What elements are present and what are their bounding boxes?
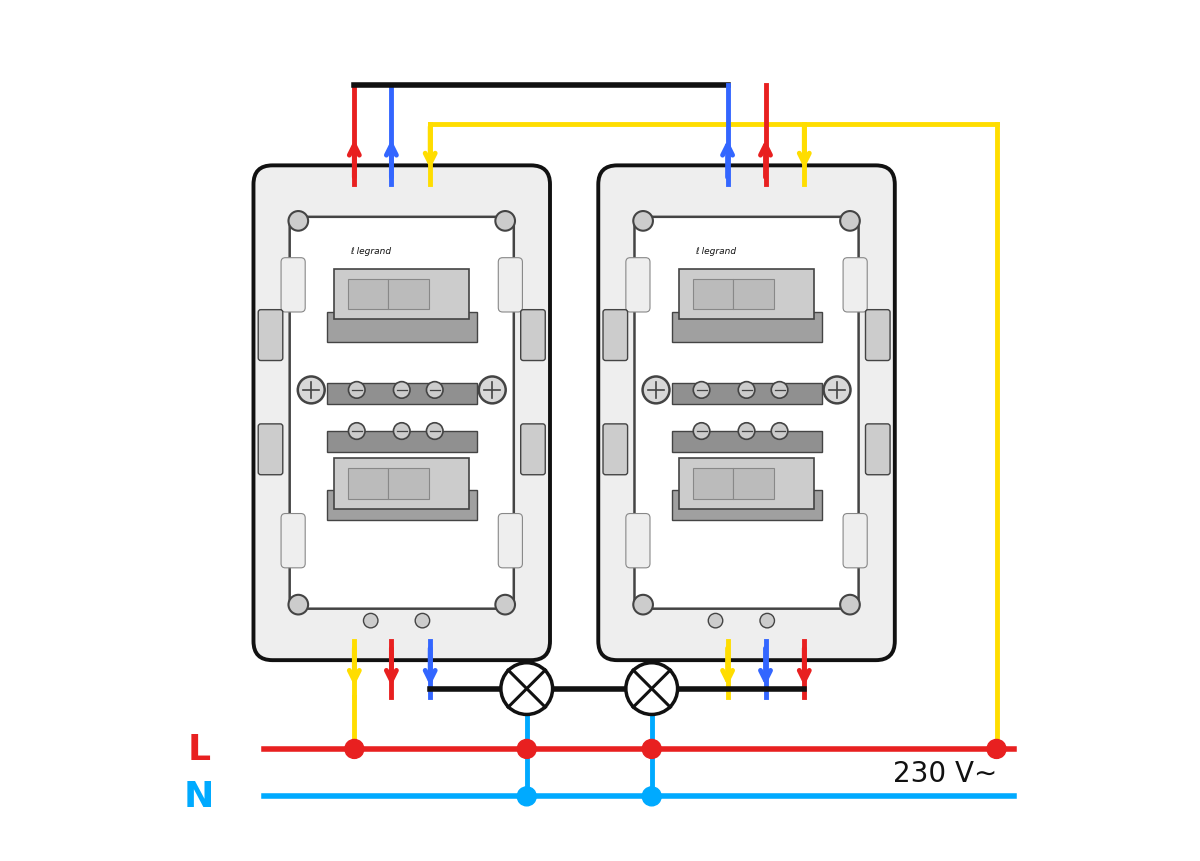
Bar	[679, 269, 814, 319]
FancyBboxPatch shape	[258, 310, 283, 361]
FancyBboxPatch shape	[626, 258, 650, 313]
FancyBboxPatch shape	[289, 218, 514, 609]
Circle shape	[823, 377, 851, 404]
FancyBboxPatch shape	[258, 424, 283, 475]
Circle shape	[415, 614, 430, 629]
Circle shape	[694, 382, 710, 399]
FancyBboxPatch shape	[498, 258, 522, 313]
Circle shape	[738, 382, 755, 399]
FancyBboxPatch shape	[844, 258, 868, 313]
Circle shape	[348, 424, 365, 440]
Bar	[326, 491, 476, 521]
Bar	[733, 469, 774, 499]
FancyBboxPatch shape	[604, 424, 628, 475]
Circle shape	[479, 377, 505, 404]
Circle shape	[517, 740, 536, 759]
Text: ℓ legrand: ℓ legrand	[350, 247, 391, 256]
Circle shape	[496, 212, 515, 232]
Circle shape	[288, 212, 308, 232]
Circle shape	[642, 377, 670, 404]
Circle shape	[634, 595, 653, 615]
Circle shape	[344, 740, 364, 759]
Circle shape	[840, 595, 860, 615]
FancyBboxPatch shape	[599, 166, 895, 660]
Circle shape	[496, 595, 515, 615]
Circle shape	[634, 212, 653, 232]
Bar	[348, 469, 389, 499]
Bar	[679, 459, 814, 509]
Text: N: N	[184, 779, 215, 814]
Circle shape	[988, 740, 1006, 759]
Text: ℓ legrand: ℓ legrand	[695, 247, 736, 256]
Circle shape	[738, 424, 755, 440]
FancyBboxPatch shape	[865, 424, 890, 475]
Circle shape	[298, 377, 325, 404]
Circle shape	[394, 382, 410, 399]
Circle shape	[394, 424, 410, 440]
Circle shape	[772, 382, 788, 399]
FancyBboxPatch shape	[865, 310, 890, 361]
Bar	[692, 280, 733, 310]
FancyBboxPatch shape	[281, 258, 305, 313]
FancyBboxPatch shape	[521, 424, 545, 475]
Bar	[335, 459, 469, 509]
Bar	[672, 313, 822, 343]
Bar	[389, 280, 428, 310]
Circle shape	[760, 614, 774, 629]
Circle shape	[694, 424, 710, 440]
FancyBboxPatch shape	[521, 310, 545, 361]
Bar	[335, 269, 469, 319]
FancyBboxPatch shape	[498, 514, 522, 568]
FancyBboxPatch shape	[626, 514, 650, 568]
Bar	[672, 431, 822, 452]
Circle shape	[642, 740, 661, 759]
Bar	[672, 491, 822, 521]
Bar	[389, 469, 428, 499]
FancyBboxPatch shape	[281, 514, 305, 568]
Bar	[326, 313, 476, 343]
FancyBboxPatch shape	[635, 218, 859, 609]
FancyBboxPatch shape	[844, 514, 868, 568]
Circle shape	[708, 614, 722, 629]
Bar	[692, 469, 733, 499]
Circle shape	[426, 382, 443, 399]
Bar	[326, 431, 476, 452]
Circle shape	[364, 614, 378, 629]
Bar	[348, 280, 389, 310]
FancyBboxPatch shape	[604, 310, 628, 361]
Bar	[733, 280, 774, 310]
Text: 230 V∼: 230 V∼	[893, 759, 997, 787]
Text: L: L	[187, 732, 211, 766]
Circle shape	[642, 787, 661, 806]
Circle shape	[840, 212, 860, 232]
Bar	[672, 383, 822, 404]
Circle shape	[288, 595, 308, 615]
Circle shape	[426, 424, 443, 440]
Circle shape	[772, 424, 788, 440]
Circle shape	[517, 787, 536, 806]
Circle shape	[626, 663, 678, 715]
Bar	[326, 383, 476, 404]
Circle shape	[348, 382, 365, 399]
Circle shape	[500, 663, 552, 715]
FancyBboxPatch shape	[253, 166, 550, 660]
